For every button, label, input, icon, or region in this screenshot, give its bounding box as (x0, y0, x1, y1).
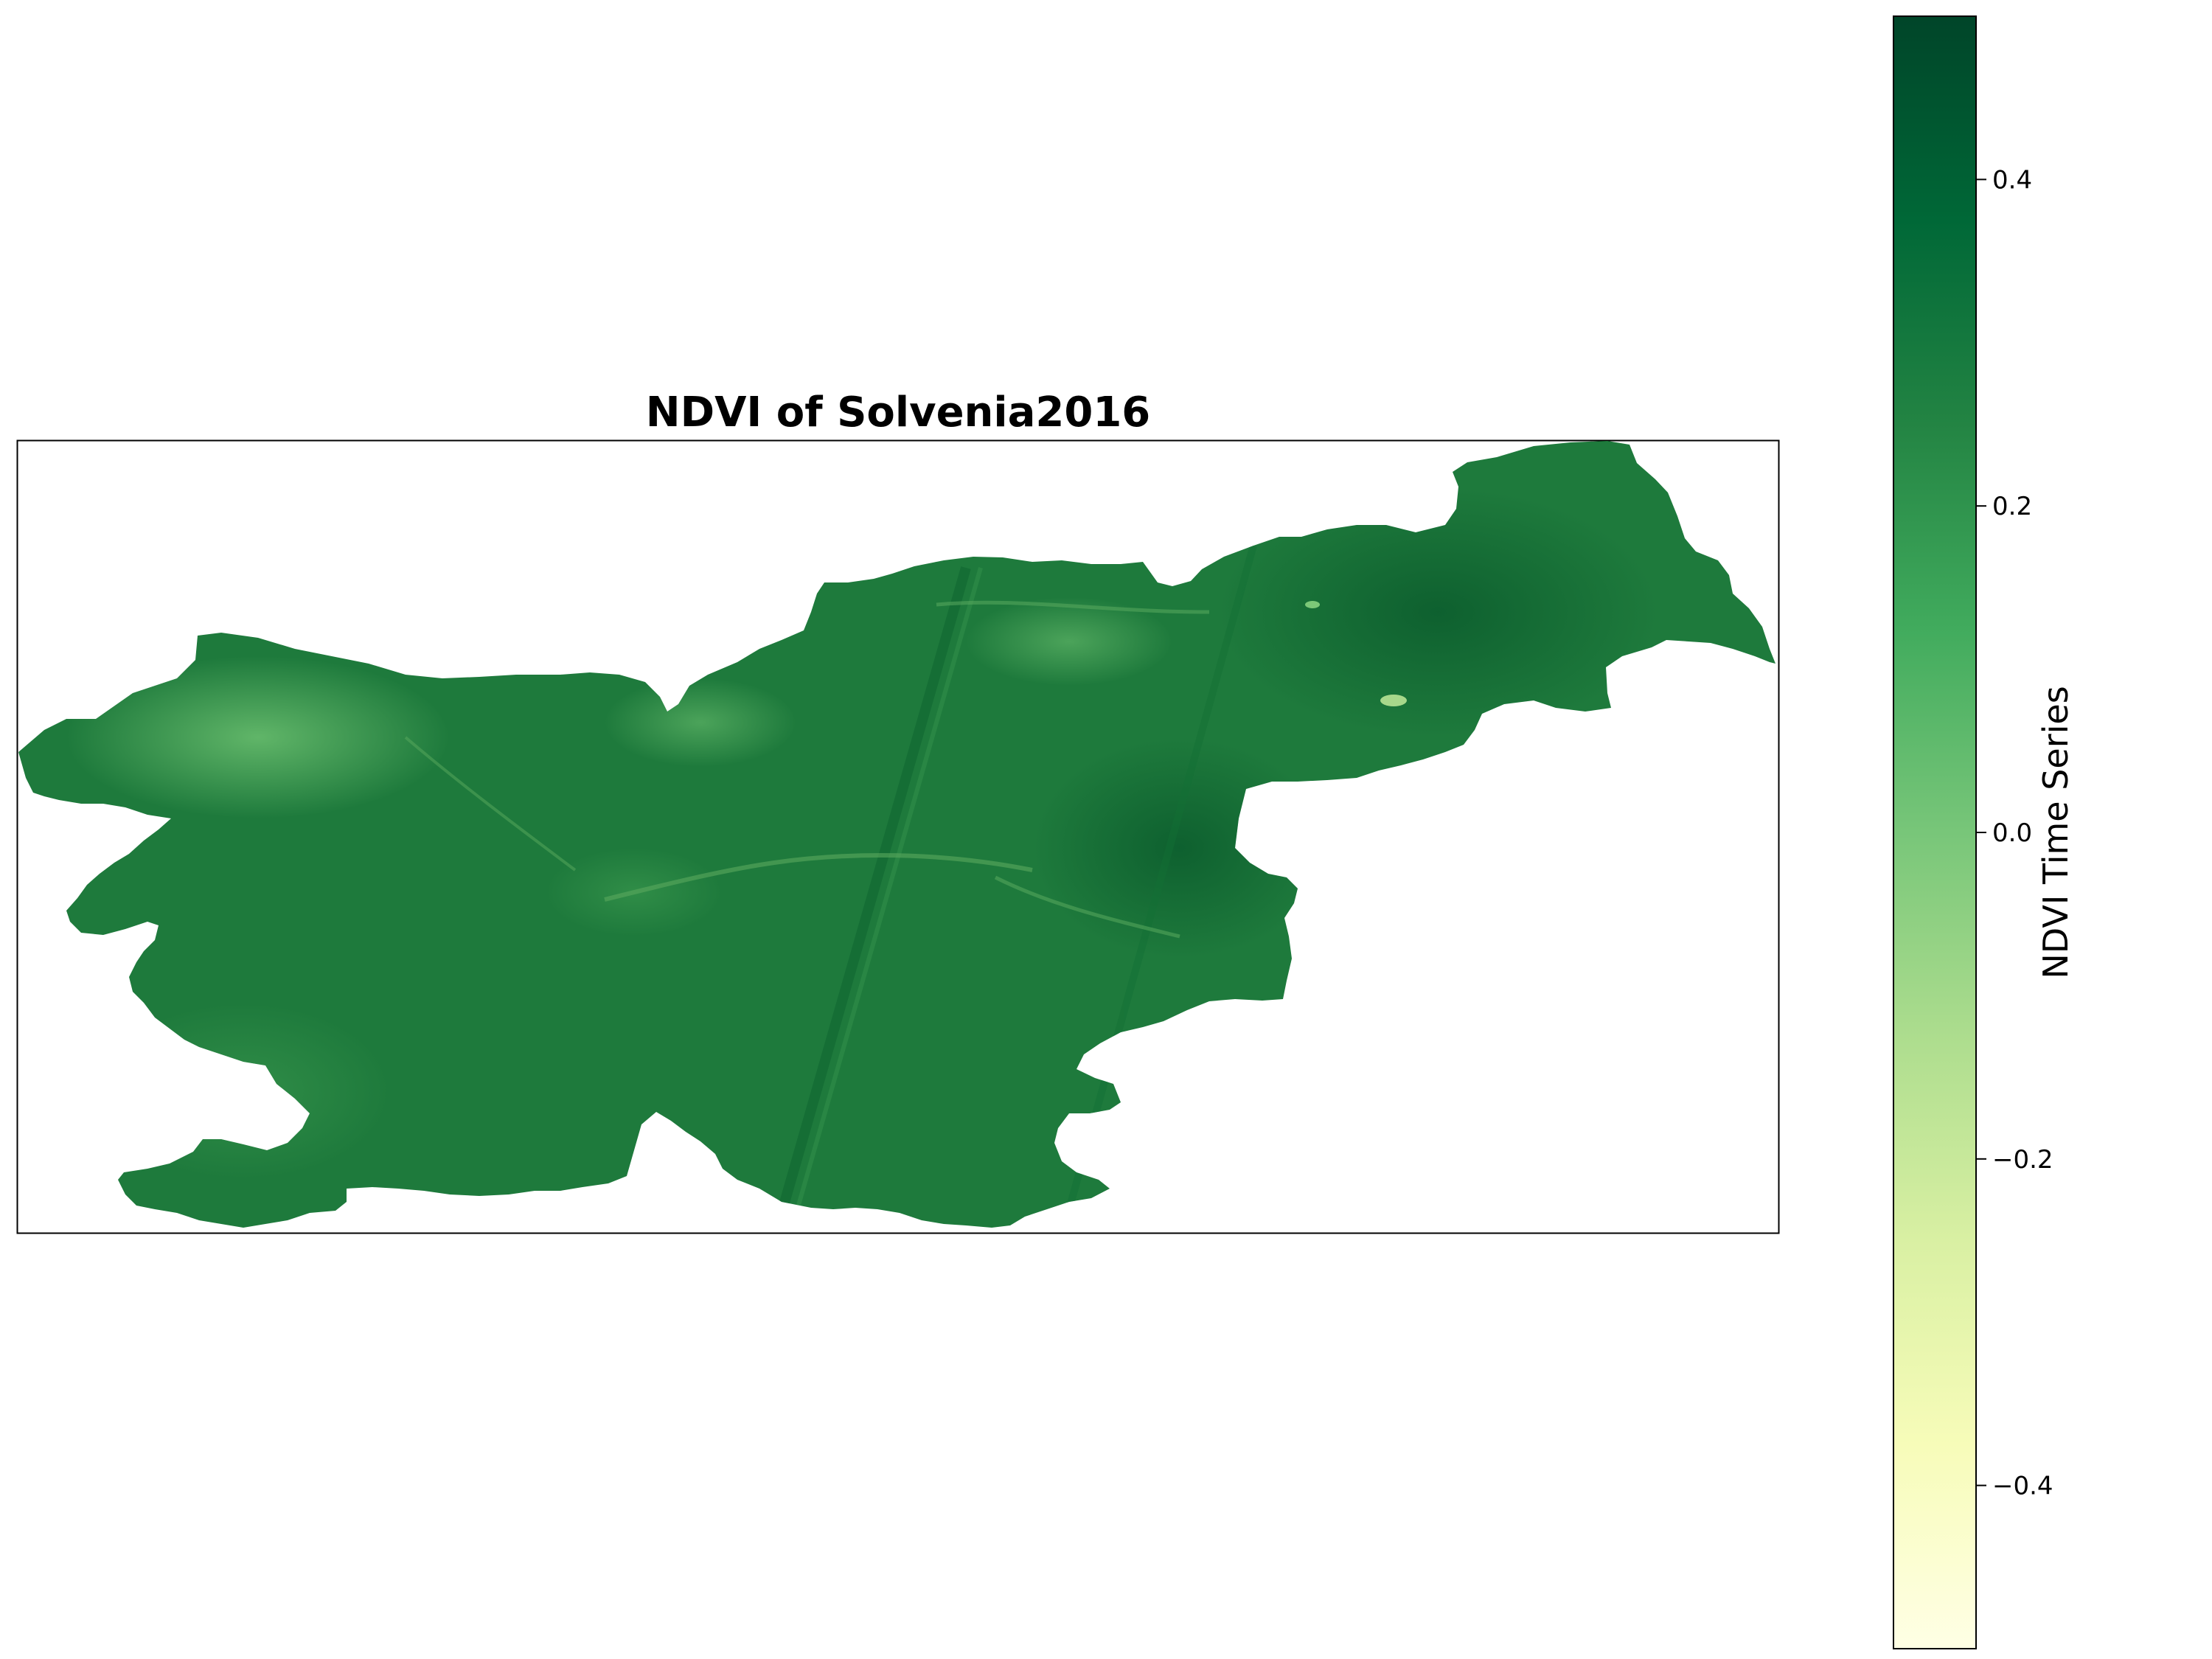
colorbar-ticks: 0.4 0.2 0.0 −0.2 −0.4 (1976, 165, 2053, 1501)
kamnik-alps-light-area (605, 678, 796, 767)
satellite-swath-line (787, 567, 983, 1228)
satellite-swath-line (769, 566, 971, 1228)
lake-light-patch (1305, 601, 1320, 608)
map-title: NDVI of Solvenia2016 (646, 389, 1151, 437)
pohorje-light-area (966, 597, 1172, 686)
colorbar-label: NDVI Time Series (2036, 686, 2076, 978)
satellite-swath-line (1065, 544, 1257, 1211)
river-corridor (936, 600, 1210, 614)
julian-alps-light-area (66, 656, 450, 818)
lake-light-patch (1380, 695, 1407, 706)
colorbar-tick-label: 0.2 (1992, 492, 2032, 521)
colorbar-tick-label: −0.4 (1992, 1472, 2053, 1501)
river-corridor (404, 736, 577, 872)
colorbar-tick-label: −0.2 (1992, 1145, 2053, 1175)
river-corridor (994, 875, 1180, 939)
colorbar-gradient (1893, 15, 1977, 1649)
colorbar-tick-label: 0.4 (1992, 165, 2032, 195)
colorbar-tick-label: 0.0 (1992, 818, 2032, 848)
river-corridor (604, 853, 1033, 902)
colorbar: 0.4 0.2 0.0 −0.2 −0.4 NDVI Time Series (1893, 15, 2076, 1649)
pannonian-dark-area (1217, 487, 1659, 737)
